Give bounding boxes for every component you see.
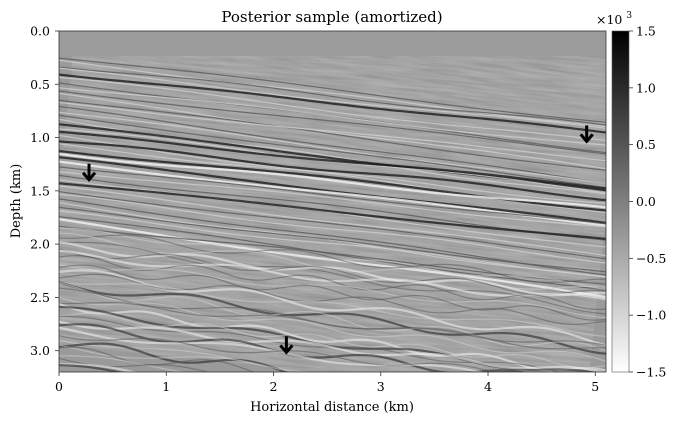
seismic-reflectors	[59, 57, 606, 372]
reflector-line	[59, 241, 606, 297]
reflector-line	[59, 140, 606, 202]
colorbar-tick-label: −1.0	[636, 308, 666, 323]
y-tick-label: 0.5	[30, 77, 50, 92]
x-axis-ticks: 0 1 2 3 4 5	[55, 372, 599, 394]
reflector-line	[59, 339, 317, 372]
reflector-line	[59, 302, 606, 372]
reflector-line	[59, 210, 606, 278]
y-tick-label: 0.0	[30, 24, 50, 39]
reflector-line	[59, 170, 606, 228]
reflector-line	[59, 182, 606, 240]
reflector-line	[59, 281, 606, 355]
reflector-line	[59, 111, 606, 185]
y-tick-label: 1.5	[30, 183, 50, 198]
x-tick-label: 5	[591, 379, 599, 394]
colorbar-tick-label: −0.5	[636, 251, 666, 266]
reflector-line	[59, 92, 606, 170]
chart-title: Posterior sample (amortized)	[221, 8, 442, 26]
reflector-line	[59, 282, 606, 337]
reflector-line	[59, 166, 606, 225]
reflector-line	[59, 185, 606, 257]
reflector-line	[59, 156, 606, 224]
x-tick-label: 1	[162, 379, 170, 394]
top-flat-zone	[59, 31, 606, 56]
reflector-line	[59, 326, 486, 372]
reflector-line	[59, 263, 606, 319]
reflector-line	[59, 264, 606, 321]
reflector-line	[59, 67, 606, 129]
reflector-line	[59, 73, 606, 134]
reflector-line	[59, 87, 606, 146]
arrow-head	[579, 133, 594, 144]
colorbar-tick-label: 0.5	[636, 137, 656, 152]
colorbar-tick-label: −1.5	[636, 365, 666, 380]
annotation-arrows	[81, 125, 594, 355]
reflector-line	[59, 105, 606, 185]
colorbar-tick-label: 1.0	[636, 80, 656, 95]
colorbar-multiplier-base: ×10	[596, 12, 622, 27]
plot-frame	[58, 30, 607, 373]
reflector-line	[59, 254, 606, 310]
x-tick-label: 3	[377, 379, 385, 394]
colorbar-tick-label: 0.0	[636, 194, 656, 209]
colorbar-ticks: 1.5 1.0 0.5 0.0 −0.5 −1.0 −1.5	[629, 24, 666, 380]
reflector-line	[59, 357, 211, 372]
reflector-line	[59, 302, 606, 346]
reflector-line	[59, 130, 606, 190]
x-tick-label: 2	[270, 379, 278, 394]
reflector-line	[59, 282, 606, 352]
reflector-line	[59, 66, 606, 126]
arrow-down-marker	[579, 125, 594, 144]
reflector-line	[59, 90, 606, 155]
x-axis-label: Horizontal distance (km)	[250, 400, 414, 415]
reflector-line	[59, 248, 606, 296]
reflector-line	[59, 152, 606, 209]
y-tick-label: 1.0	[30, 130, 50, 145]
plot-area	[59, 31, 606, 372]
reflector-line	[59, 320, 606, 372]
y-tick-label: 2.0	[30, 237, 50, 252]
arrow-head	[81, 171, 97, 183]
y-axis-ticks: 0.0 0.5 1.0 1.5 2.0 2.5 3.0	[30, 24, 59, 358]
reflector-line	[59, 190, 606, 260]
reflector-line	[59, 76, 606, 142]
reflector-line	[59, 101, 606, 162]
reflector-line	[59, 335, 498, 372]
y-axis-label: Depth (km)	[9, 164, 24, 239]
reflector-line	[59, 59, 606, 128]
reflector-line	[59, 193, 606, 264]
reflector-line	[59, 342, 290, 372]
arrow-down-marker	[81, 163, 97, 183]
reflector-line	[59, 206, 606, 273]
reflector-line	[59, 370, 64, 372]
reflector-line	[59, 234, 606, 283]
colorbar-tick-label: 1.5	[636, 24, 656, 39]
reflector-line	[59, 143, 606, 204]
colorbar	[611, 30, 630, 373]
reflector-line	[59, 227, 606, 291]
reflector-line	[59, 344, 296, 372]
reflector-line	[59, 312, 606, 369]
x-tick-label: 4	[484, 379, 492, 394]
reflector-line	[59, 57, 606, 123]
reflector-line	[59, 296, 606, 362]
reflector-line	[59, 99, 606, 171]
x-tick-label: 0	[55, 379, 63, 394]
arrow-down-marker	[279, 336, 294, 355]
arrow-head	[279, 344, 294, 355]
reflector-line	[59, 114, 606, 189]
y-tick-label: 3.0	[30, 343, 50, 358]
colorbar-multiplier-exponent: 3	[626, 11, 632, 21]
y-tick-label: 2.5	[30, 290, 50, 305]
colorbar-multiplier: ×10 3	[596, 11, 632, 27]
